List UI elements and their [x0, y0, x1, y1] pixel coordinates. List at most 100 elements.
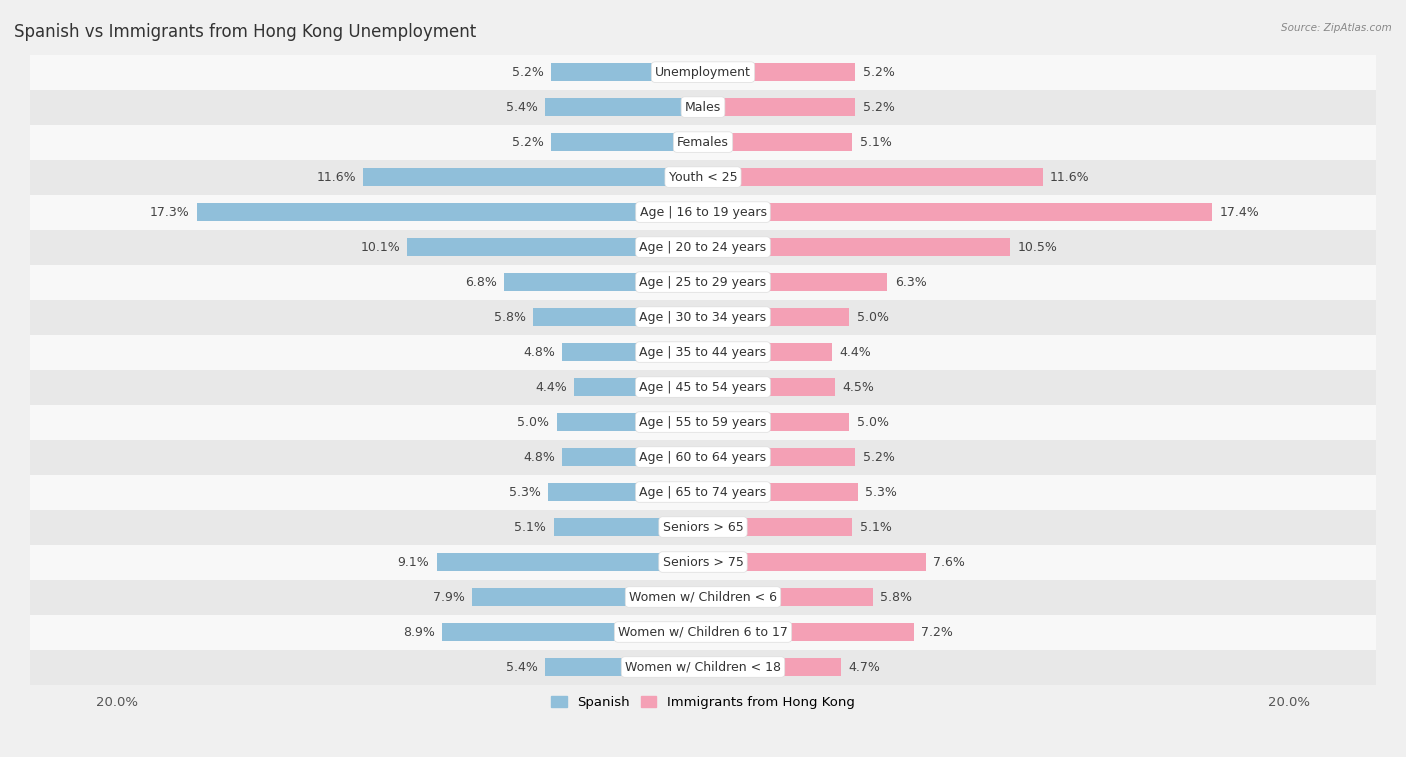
Bar — [703, 273, 887, 291]
Text: Age | 25 to 29 years: Age | 25 to 29 years — [640, 276, 766, 288]
Text: 4.5%: 4.5% — [842, 381, 875, 394]
Text: 8.9%: 8.9% — [404, 625, 434, 638]
Text: Age | 60 to 64 years: Age | 60 to 64 years — [640, 450, 766, 463]
Text: 5.4%: 5.4% — [506, 661, 537, 674]
Bar — [30, 369, 1376, 404]
Bar — [30, 544, 1376, 580]
Bar — [703, 133, 852, 151]
Bar — [30, 335, 1376, 369]
Text: Age | 55 to 59 years: Age | 55 to 59 years — [640, 416, 766, 428]
Text: 5.3%: 5.3% — [866, 485, 897, 499]
Bar — [703, 623, 914, 641]
Bar — [703, 238, 1011, 256]
Text: 5.2%: 5.2% — [862, 450, 894, 463]
Bar — [30, 229, 1376, 264]
Text: 11.6%: 11.6% — [1050, 170, 1090, 184]
Bar — [703, 343, 832, 361]
Text: 5.2%: 5.2% — [512, 136, 544, 148]
Bar — [703, 63, 855, 81]
Bar — [437, 553, 703, 571]
Text: 4.4%: 4.4% — [536, 381, 567, 394]
Text: 5.3%: 5.3% — [509, 485, 540, 499]
Bar — [703, 168, 1043, 186]
Text: 5.4%: 5.4% — [506, 101, 537, 114]
Text: Women w/ Children < 18: Women w/ Children < 18 — [626, 661, 780, 674]
Bar — [30, 580, 1376, 615]
Text: 4.8%: 4.8% — [523, 450, 555, 463]
Bar — [363, 168, 703, 186]
Text: Seniors > 75: Seniors > 75 — [662, 556, 744, 569]
Text: Males: Males — [685, 101, 721, 114]
Bar — [30, 160, 1376, 195]
Bar — [408, 238, 703, 256]
Text: 5.1%: 5.1% — [859, 521, 891, 534]
Text: 5.2%: 5.2% — [862, 101, 894, 114]
Bar — [30, 195, 1376, 229]
Text: Age | 45 to 54 years: Age | 45 to 54 years — [640, 381, 766, 394]
Bar — [562, 448, 703, 466]
Text: Women w/ Children < 6: Women w/ Children < 6 — [628, 590, 778, 603]
Bar — [30, 475, 1376, 509]
Bar — [443, 623, 703, 641]
Text: 9.1%: 9.1% — [398, 556, 429, 569]
Text: 17.4%: 17.4% — [1220, 206, 1260, 219]
Bar — [197, 203, 703, 221]
Text: 4.7%: 4.7% — [848, 661, 880, 674]
Text: Age | 30 to 34 years: Age | 30 to 34 years — [640, 310, 766, 323]
Text: Seniors > 65: Seniors > 65 — [662, 521, 744, 534]
Bar — [472, 588, 703, 606]
Text: Age | 16 to 19 years: Age | 16 to 19 years — [640, 206, 766, 219]
Bar — [703, 483, 858, 501]
Bar — [554, 518, 703, 536]
Text: 10.1%: 10.1% — [360, 241, 399, 254]
Text: Source: ZipAtlas.com: Source: ZipAtlas.com — [1281, 23, 1392, 33]
Text: 17.3%: 17.3% — [149, 206, 190, 219]
Text: 5.2%: 5.2% — [512, 66, 544, 79]
Bar — [557, 413, 703, 431]
Bar — [703, 413, 849, 431]
Bar — [30, 615, 1376, 650]
Text: 11.6%: 11.6% — [316, 170, 356, 184]
Bar — [30, 264, 1376, 300]
Bar — [574, 378, 703, 396]
Bar — [30, 440, 1376, 475]
Text: 7.6%: 7.6% — [932, 556, 965, 569]
Bar — [551, 133, 703, 151]
Bar — [551, 63, 703, 81]
Bar — [548, 483, 703, 501]
Bar — [30, 650, 1376, 684]
Bar — [30, 125, 1376, 160]
Bar — [703, 378, 835, 396]
Text: 6.3%: 6.3% — [894, 276, 927, 288]
Bar — [30, 89, 1376, 125]
Bar — [30, 404, 1376, 440]
Text: 6.8%: 6.8% — [465, 276, 496, 288]
Bar — [703, 203, 1212, 221]
Bar — [30, 300, 1376, 335]
Text: 5.1%: 5.1% — [515, 521, 547, 534]
Bar — [546, 98, 703, 116]
Bar — [703, 588, 873, 606]
Text: 7.9%: 7.9% — [433, 590, 464, 603]
Bar — [533, 308, 703, 326]
Text: Women w/ Children 6 to 17: Women w/ Children 6 to 17 — [619, 625, 787, 638]
Text: Females: Females — [678, 136, 728, 148]
Text: 4.8%: 4.8% — [523, 345, 555, 359]
Text: Age | 20 to 24 years: Age | 20 to 24 years — [640, 241, 766, 254]
Text: Youth < 25: Youth < 25 — [669, 170, 737, 184]
Text: 7.2%: 7.2% — [921, 625, 953, 638]
Bar — [703, 98, 855, 116]
Bar — [30, 509, 1376, 544]
Text: 5.8%: 5.8% — [880, 590, 912, 603]
Text: 4.4%: 4.4% — [839, 345, 870, 359]
Bar — [703, 308, 849, 326]
Bar — [703, 658, 841, 676]
Text: Age | 35 to 44 years: Age | 35 to 44 years — [640, 345, 766, 359]
Bar — [703, 553, 925, 571]
Text: 5.0%: 5.0% — [856, 416, 889, 428]
Bar — [562, 343, 703, 361]
Text: Spanish vs Immigrants from Hong Kong Unemployment: Spanish vs Immigrants from Hong Kong Une… — [14, 23, 477, 41]
Text: 5.0%: 5.0% — [517, 416, 550, 428]
Text: 10.5%: 10.5% — [1018, 241, 1057, 254]
Bar — [703, 448, 855, 466]
